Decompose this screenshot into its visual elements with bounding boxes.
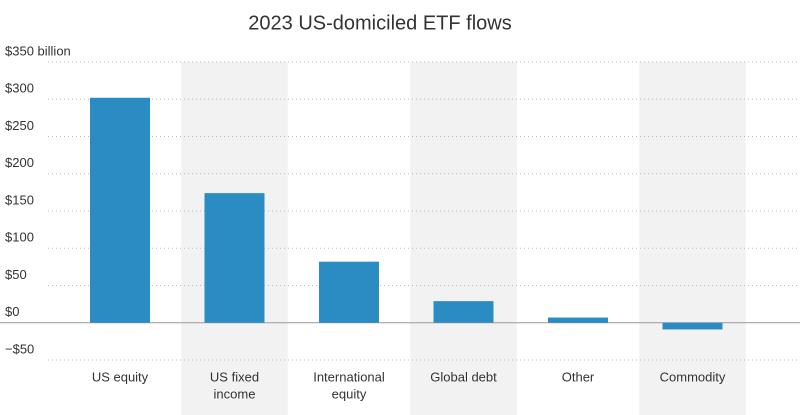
bar [90, 97, 150, 323]
band-layer [181, 62, 746, 415]
y-tick-label: $150 [5, 192, 34, 207]
y-tick-label: −$50 [5, 341, 34, 356]
x-tick-label: Global debt [430, 369, 497, 384]
x-tick-label: Other [562, 369, 595, 384]
bar [204, 193, 265, 323]
x-tick-label: income [214, 386, 256, 401]
bar [548, 317, 608, 323]
x-tick-label: Commodity [660, 369, 726, 384]
x-tick-label: International [313, 369, 385, 384]
y-tick-label: $0 [5, 304, 19, 319]
x-tick-label: US equity [92, 369, 149, 384]
chart-title: 2023 US-domiciled ETF flows [248, 12, 511, 34]
x-tick-label: equity [332, 386, 367, 401]
y-tick-label: $350 billion [5, 43, 71, 58]
y-tick-label: $300 [5, 81, 34, 96]
bar [662, 322, 723, 330]
x-tick-label: US fixed [210, 369, 259, 384]
y-tick-label: $250 [5, 118, 34, 133]
category-band [410, 62, 517, 415]
bar [433, 301, 494, 323]
y-tick-label: $200 [5, 155, 34, 170]
y-tick-label: $100 [5, 230, 34, 245]
bar [319, 261, 379, 323]
category-band [639, 62, 746, 415]
y-tick-label: $50 [5, 267, 27, 282]
